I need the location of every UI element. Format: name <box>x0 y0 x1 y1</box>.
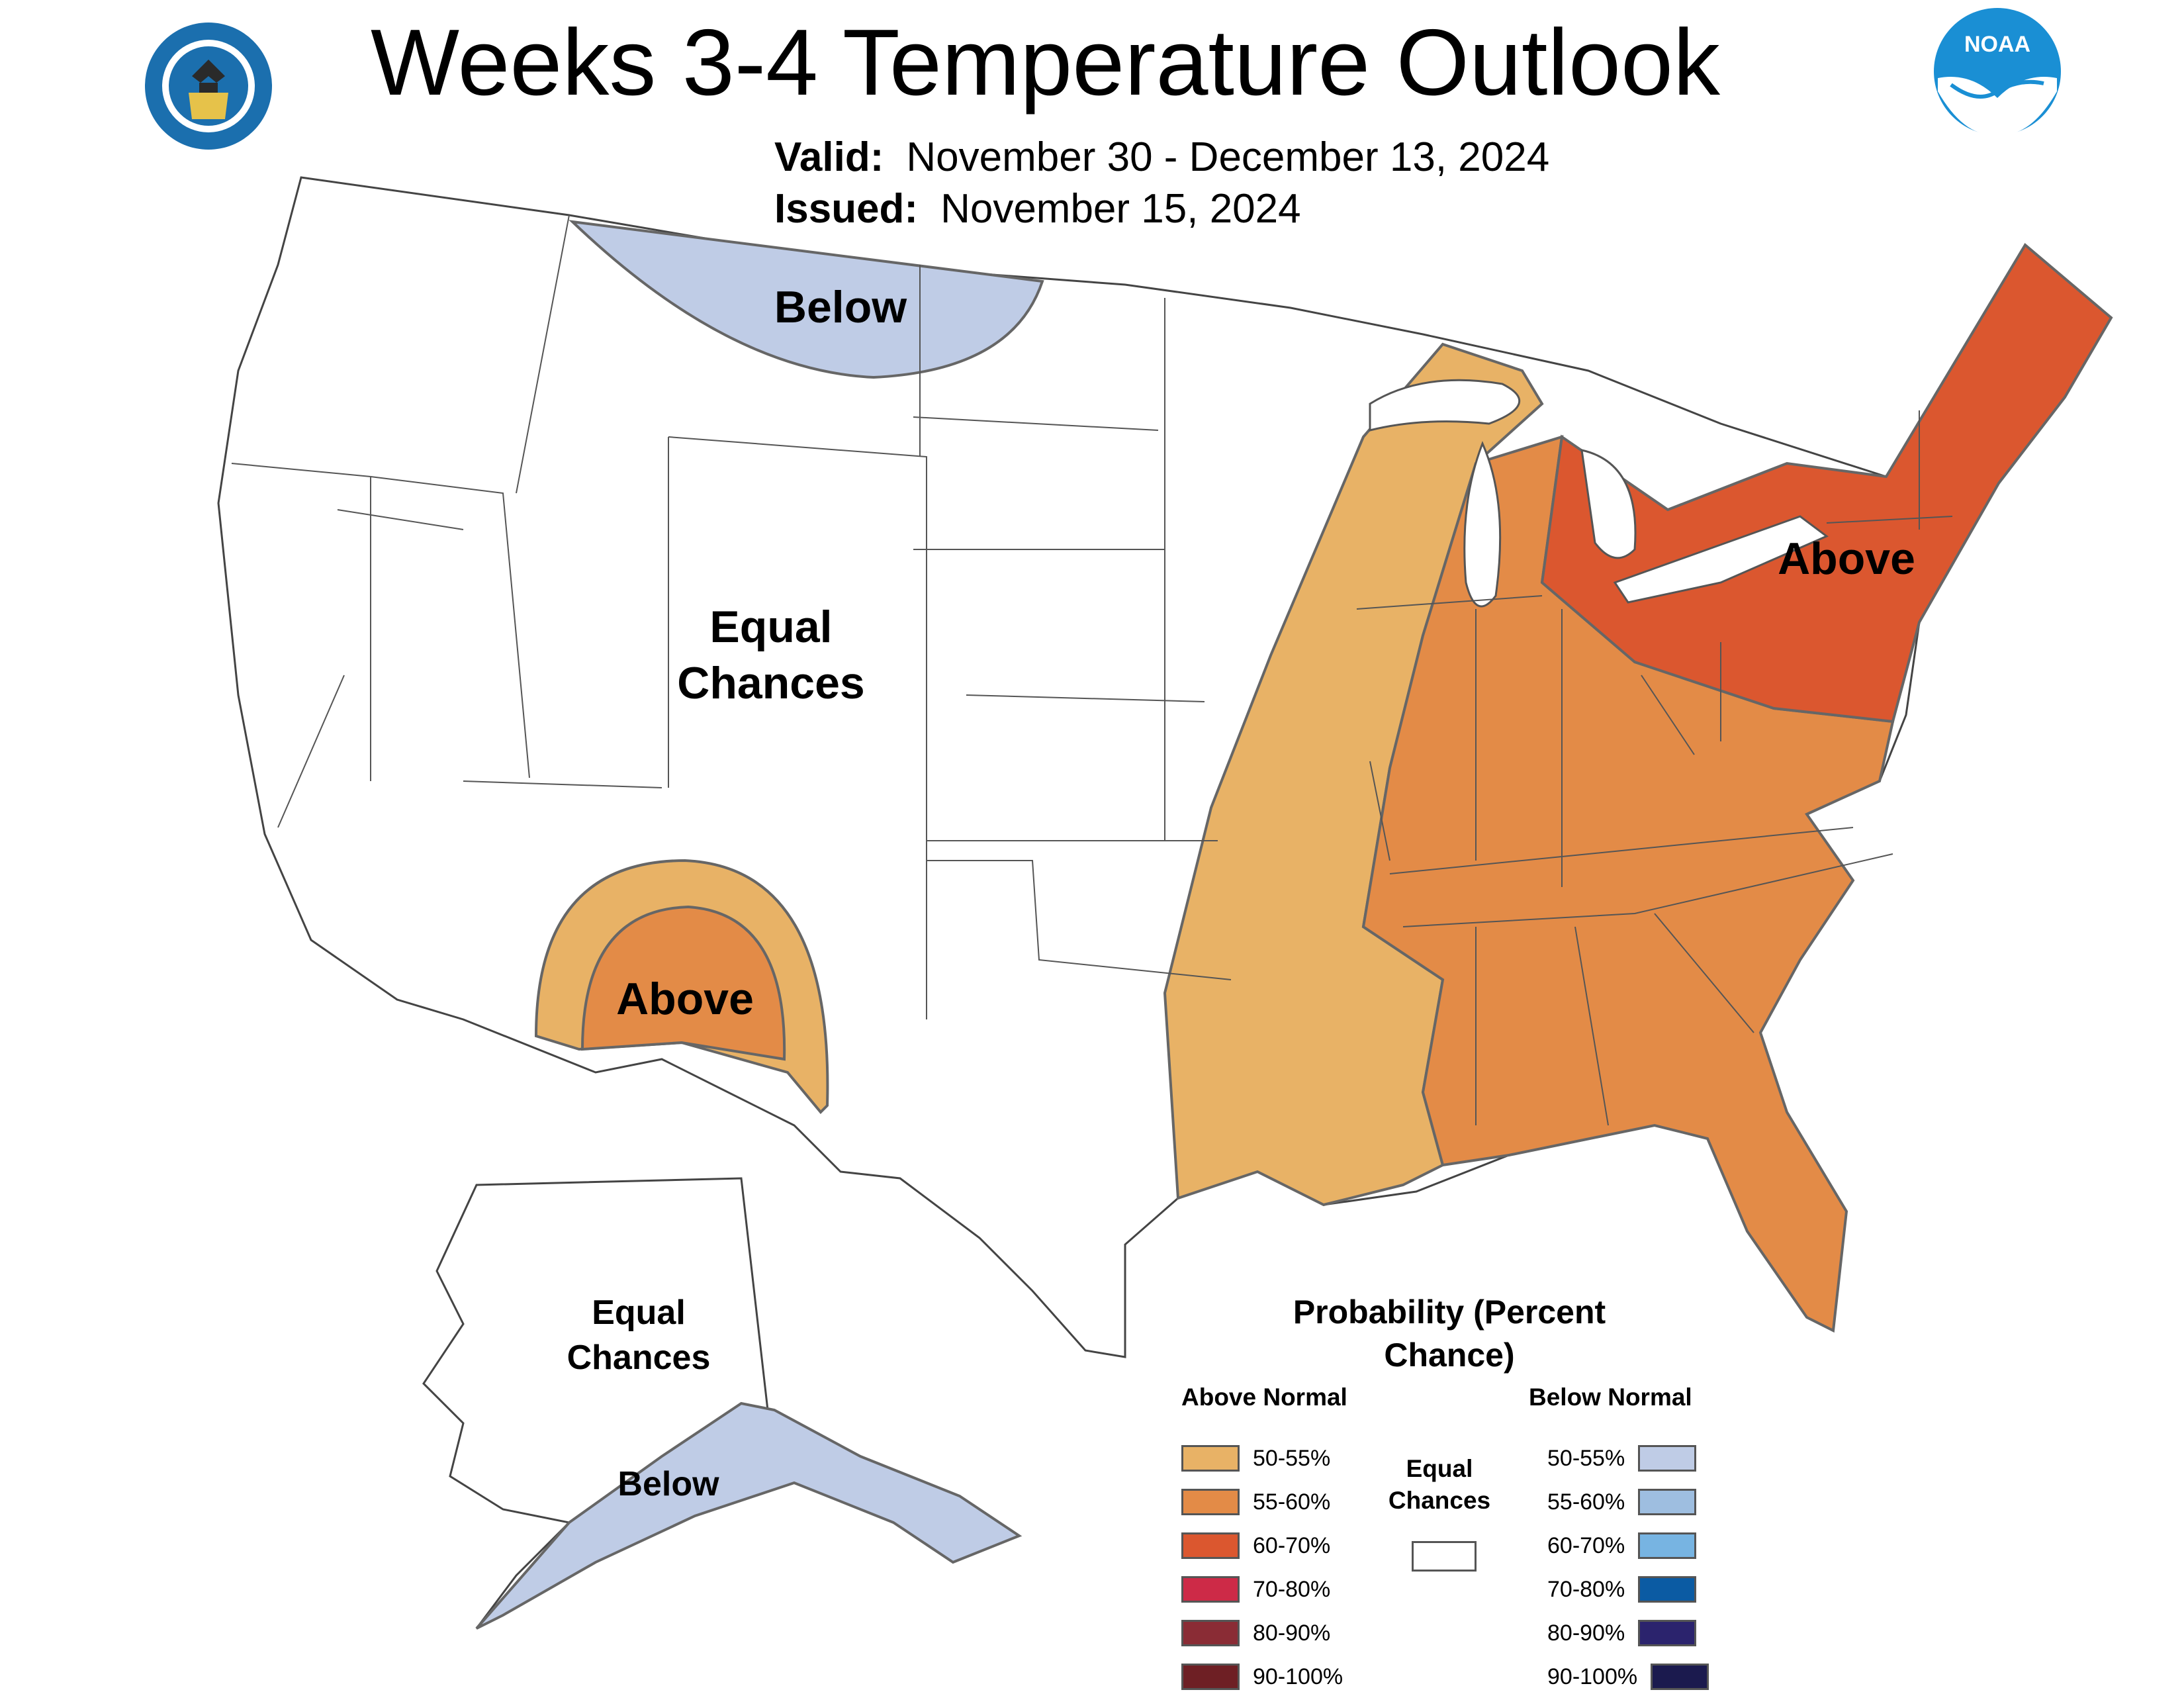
alaska-below-region <box>475 1401 1023 1630</box>
legend-below-row: 90-100% <box>1547 1662 1709 1692</box>
legend-label: 55-60% <box>1547 1489 1625 1515</box>
valid-label: Valid: <box>774 134 884 180</box>
state-boundaries <box>231 214 1953 1126</box>
legend-swatch <box>1181 1489 1240 1515</box>
legend-swatch <box>1181 1445 1240 1472</box>
legend-below-row: 50-55% <box>1547 1443 1697 1474</box>
label-equal-chances-alaska: Equal Chances <box>567 1293 711 1377</box>
above-55-60-southwest <box>580 905 786 1061</box>
lake-superior <box>1369 379 1521 432</box>
legend-below-heading: Below Normal <box>1529 1384 1692 1411</box>
issued-value: November 15, 2024 <box>940 186 1301 232</box>
legend-below-row: 55-60% <box>1547 1487 1697 1517</box>
legend-label: 60-70% <box>1253 1532 1331 1558</box>
legend-label: 70-80% <box>1253 1576 1331 1602</box>
legend-swatch <box>1638 1445 1697 1472</box>
legend-above-row: 70-80% <box>1181 1574 1330 1605</box>
legend-label: 80-90% <box>1253 1620 1331 1646</box>
legend-below-row: 60-70% <box>1547 1530 1697 1561</box>
legend-swatch <box>1181 1576 1240 1603</box>
legend-swatch <box>1638 1620 1697 1646</box>
legend-below-row: 80-90% <box>1547 1618 1697 1648</box>
label-above-southwest: Above <box>616 974 754 1024</box>
legend-swatch <box>1651 1664 1709 1690</box>
department-of-commerce-seal-icon <box>145 23 272 150</box>
legend-label: 90-100% <box>1547 1664 1638 1689</box>
label-below-north-plains: Below <box>774 282 907 332</box>
legend-swatch <box>1638 1576 1697 1603</box>
legend-label: 70-80% <box>1547 1576 1625 1602</box>
valid-value: November 30 - December 13, 2024 <box>906 134 1550 180</box>
lake-huron <box>1580 449 1637 559</box>
legend-above-row: 50-55% <box>1181 1443 1330 1474</box>
issued-date: Issued: November 15, 2024 <box>774 185 1301 232</box>
legend-above-row: 90-100% <box>1181 1662 1343 1692</box>
above-60-70-northeast <box>1540 242 2113 724</box>
svg-text:NOAA: NOAA <box>1964 32 2030 57</box>
alaska-landmass <box>422 1177 1022 1630</box>
label-above-northeast: Above <box>1778 534 1915 584</box>
legend-label: 50-55% <box>1253 1445 1331 1471</box>
legend-swatch <box>1181 1664 1240 1690</box>
legend-label: 55-60% <box>1253 1489 1331 1515</box>
legend-above-row: 55-60% <box>1181 1487 1330 1517</box>
valid-dates: Valid: November 30 - December 13, 2024 <box>774 134 1549 181</box>
legend-label: 50-55% <box>1547 1445 1625 1471</box>
legend-above-heading: Above Normal <box>1181 1384 1347 1411</box>
legend-swatch <box>1638 1489 1697 1515</box>
noaa-logo-icon: NOAA <box>1934 8 2061 136</box>
page-title: Weeks 3-4 Temperature Outlook <box>371 10 1720 115</box>
legend-equal-chances-label: Equal Chances <box>1388 1455 1491 1515</box>
label-equal-chances-west: Equal Chances <box>677 602 865 708</box>
issued-label: Issued: <box>774 186 919 232</box>
lake-michigan <box>1463 441 1502 608</box>
legend-swatch <box>1638 1532 1697 1559</box>
label-below-alaska: Below <box>617 1465 719 1503</box>
legend-title: Probability (Percent Chance) <box>1293 1293 1606 1374</box>
legend-swatch <box>1181 1620 1240 1646</box>
lake-erie-ontario <box>1613 515 1829 604</box>
legend-above-row: 80-90% <box>1181 1618 1330 1648</box>
below-region-north-plains <box>569 220 1044 379</box>
legend-label: 60-70% <box>1547 1532 1625 1558</box>
legend-above-row: 60-70% <box>1181 1530 1330 1561</box>
legend-below-row: 70-80% <box>1547 1574 1697 1605</box>
legend-equal-chances-swatch <box>1412 1541 1477 1572</box>
legend-label: 80-90% <box>1547 1620 1625 1646</box>
legend-label: 90-100% <box>1253 1664 1343 1689</box>
legend-swatch <box>1181 1532 1240 1559</box>
